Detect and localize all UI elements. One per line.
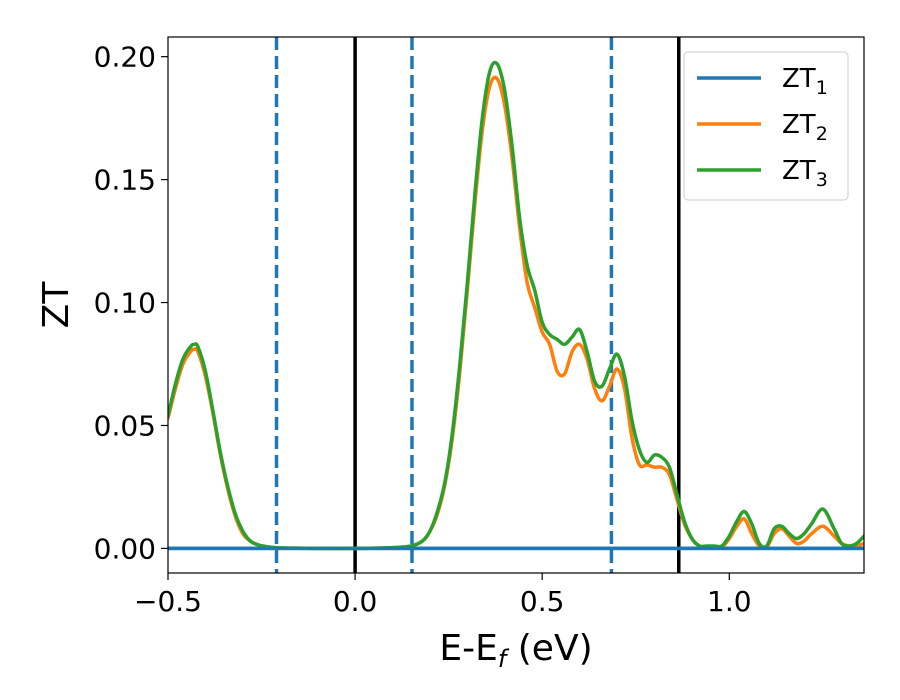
x-axis-title-main: E-E: [439, 628, 497, 669]
x-tick-label: 0.0: [333, 585, 378, 618]
series-group: [168, 60, 864, 551]
plot-area-frame: [167, 36, 865, 574]
legend-label-zt3: ZT3: [782, 156, 828, 191]
legend-label-zt1: ZT1: [782, 64, 828, 99]
x-tick-label: −0.5: [134, 585, 202, 618]
y-tick-label: 0.10: [94, 287, 156, 320]
x-axis: −0.5 0.0 0.5 1.0: [134, 573, 752, 618]
reference-lines: [274, 37, 681, 573]
y-axis-title: ZT: [36, 281, 77, 329]
y-tick-label: 0.05: [94, 409, 156, 442]
legend-label-main: ZT: [782, 110, 816, 140]
y-tick-label: 0.15: [94, 164, 156, 197]
y-axis: 0.00 0.05 0.10 0.15 0.20: [94, 41, 168, 565]
legend-label-subscript: 1: [816, 77, 828, 99]
x-axis-title: E-Ef (eV): [439, 628, 592, 673]
x-axis-title-suffix: (eV): [506, 628, 592, 669]
y-tick-label: 0.20: [94, 41, 156, 74]
legend-box: [683, 51, 849, 201]
y-tick-label: 0.00: [94, 532, 156, 565]
x-tick-label: 1.0: [707, 585, 752, 618]
series-line-zt3: [168, 60, 864, 551]
legend-label-main: ZT: [782, 64, 816, 94]
legend-label-zt2: ZT2: [782, 110, 828, 145]
legend-label-main: ZT: [782, 156, 816, 186]
x-tick-label: 0.5: [520, 585, 565, 618]
legend-label-subscript: 2: [816, 123, 828, 145]
legend-label-subscript: 3: [816, 169, 828, 191]
